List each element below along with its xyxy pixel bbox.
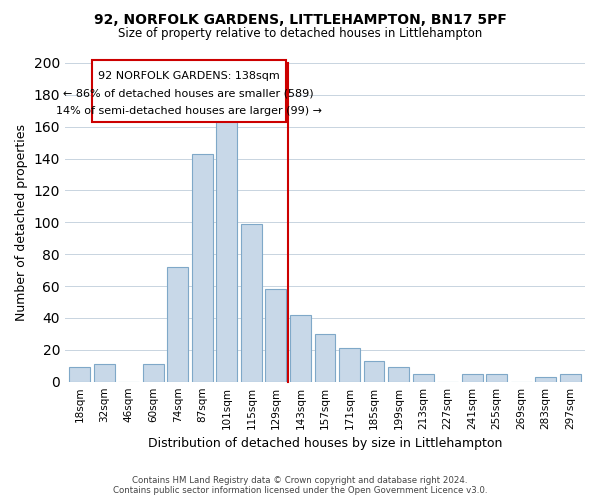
Bar: [413, 374, 434, 382]
Text: 92, NORFOLK GARDENS, LITTLEHAMPTON, BN17 5PF: 92, NORFOLK GARDENS, LITTLEHAMPTON, BN17…: [94, 12, 506, 26]
Bar: [94, 364, 115, 382]
Bar: [388, 368, 409, 382]
Bar: [462, 374, 482, 382]
Bar: [69, 368, 90, 382]
Y-axis label: Number of detached properties: Number of detached properties: [15, 124, 28, 321]
Bar: [560, 374, 581, 382]
Text: Contains HM Land Registry data © Crown copyright and database right 2024.
Contai: Contains HM Land Registry data © Crown c…: [113, 476, 487, 495]
Bar: [535, 377, 556, 382]
Bar: [143, 364, 164, 382]
Text: ← 86% of detached houses are smaller (589): ← 86% of detached houses are smaller (58…: [64, 88, 314, 99]
Bar: [290, 315, 311, 382]
Bar: [192, 154, 213, 382]
Bar: [241, 224, 262, 382]
Bar: [167, 267, 188, 382]
Bar: [486, 374, 507, 382]
Text: 14% of semi-detached houses are larger (99) →: 14% of semi-detached houses are larger (…: [56, 106, 322, 116]
Bar: [364, 361, 385, 382]
Text: 92 NORFOLK GARDENS: 138sqm: 92 NORFOLK GARDENS: 138sqm: [98, 70, 280, 81]
Bar: [265, 290, 286, 382]
FancyBboxPatch shape: [92, 60, 286, 122]
X-axis label: Distribution of detached houses by size in Littlehampton: Distribution of detached houses by size …: [148, 437, 502, 450]
Text: Size of property relative to detached houses in Littlehampton: Size of property relative to detached ho…: [118, 28, 482, 40]
Bar: [339, 348, 360, 382]
Bar: [314, 334, 335, 382]
Bar: [217, 114, 237, 382]
